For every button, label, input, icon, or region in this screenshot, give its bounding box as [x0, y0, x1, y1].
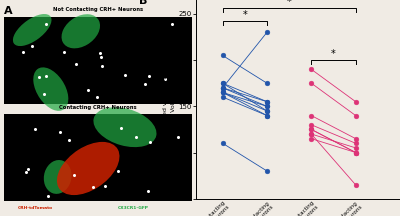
Ellipse shape — [62, 14, 100, 48]
Point — [264, 100, 270, 103]
Point — [264, 105, 270, 108]
Text: Not Contacting CRH+ Neurons: Not Contacting CRH+ Neurons — [53, 7, 143, 12]
Bar — [4, 17, 192, 104]
Point — [220, 86, 226, 90]
Text: *: * — [242, 10, 247, 20]
Point — [264, 100, 270, 103]
Point — [308, 132, 314, 136]
Point — [352, 146, 359, 150]
Point — [352, 151, 359, 154]
Point — [308, 81, 314, 85]
Point — [264, 109, 270, 113]
Point — [352, 151, 359, 154]
Point — [264, 169, 270, 173]
Point — [308, 114, 314, 117]
Ellipse shape — [94, 107, 156, 147]
Text: A: A — [4, 6, 12, 16]
Point — [264, 109, 270, 113]
Point — [308, 128, 314, 131]
Point — [264, 81, 270, 85]
Point — [220, 81, 226, 85]
Ellipse shape — [13, 14, 52, 46]
Point — [264, 114, 270, 117]
Point — [220, 91, 226, 94]
Point — [264, 105, 270, 108]
Point — [220, 54, 226, 57]
Text: Contacting CRH+ Neurons: Contacting CRH+ Neurons — [59, 105, 137, 110]
Point — [220, 86, 226, 90]
Point — [308, 68, 314, 71]
Point — [352, 151, 359, 154]
Point — [352, 183, 359, 187]
Point — [308, 128, 314, 131]
Point — [220, 91, 226, 94]
Point — [220, 95, 226, 99]
Point — [264, 31, 270, 34]
Point — [308, 137, 314, 140]
Text: *: * — [287, 0, 292, 7]
Point — [308, 123, 314, 127]
Text: B: B — [139, 0, 147, 6]
Point — [352, 137, 359, 140]
Point — [352, 141, 359, 145]
Point — [352, 100, 359, 103]
Ellipse shape — [44, 160, 72, 194]
Text: CRH-tdTomato: CRH-tdTomato — [18, 205, 53, 210]
Point — [220, 86, 226, 90]
Point — [220, 91, 226, 94]
Point — [264, 114, 270, 117]
Point — [308, 132, 314, 136]
Text: CX3CR1-GFP: CX3CR1-GFP — [118, 205, 149, 210]
Ellipse shape — [57, 142, 120, 195]
Point — [352, 114, 359, 117]
Text: *: * — [331, 49, 336, 59]
Y-axis label: # Engulfed vGlut2 Puncta /
Microglial Volume (10³ μm3): # Engulfed vGlut2 Puncta / Microglial Vo… — [162, 55, 176, 144]
Bar — [4, 114, 192, 201]
Ellipse shape — [33, 67, 68, 111]
Point — [220, 81, 226, 85]
Point — [220, 141, 226, 145]
